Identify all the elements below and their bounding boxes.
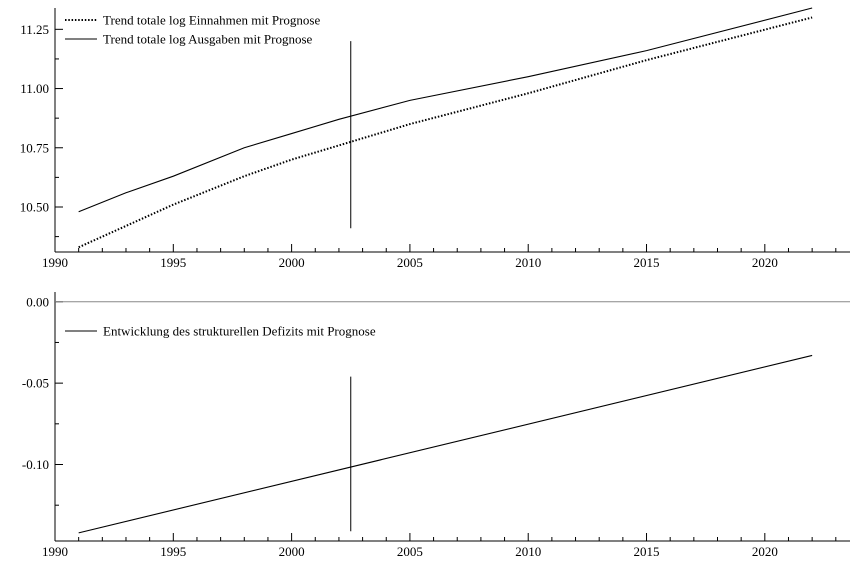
x-tick-label: 2020 xyxy=(752,544,778,559)
y-tick-label: -0.05 xyxy=(22,376,49,391)
panel-2: 1990 1995 2000 2005 2010 2015 2020 0.00 -0.05 -0.… xyxy=(22,292,850,559)
series-line-1 xyxy=(78,354,813,534)
legend-entry: Trend totale log Einnahmen mit Prognose xyxy=(103,13,320,28)
y-tick-label: 10.75 xyxy=(20,140,49,155)
x-tick-label: 2010 xyxy=(515,255,541,270)
x-tick-label: 2020 xyxy=(752,255,778,270)
x-tick-label: 1990 xyxy=(42,544,68,559)
y-tick-label: 0.00 xyxy=(26,294,49,309)
legend-entry: Entwicklung des strukturellen Defizits m… xyxy=(103,324,376,339)
x-tick-label: 2005 xyxy=(397,544,423,559)
y-tick-label: 11.25 xyxy=(20,22,49,37)
x-tick-label: 1990 xyxy=(42,255,68,270)
series-line-1 xyxy=(78,16,813,249)
y-tick-label: 10.50 xyxy=(20,199,49,214)
x-tick-label: 2000 xyxy=(279,255,305,270)
y-tick-label: 11.00 xyxy=(20,81,49,96)
x-tick-label: 1995 xyxy=(160,544,186,559)
x-tick-label: 2000 xyxy=(279,544,305,559)
x-tick-label: 2015 xyxy=(634,255,660,270)
x-tick-label: 1995 xyxy=(160,255,186,270)
x-tick-label: 2005 xyxy=(397,255,423,270)
legend-entry: Trend totale log Ausgaben mit Prognose xyxy=(103,32,313,47)
panel-1: 1990 1995 2000 2005 2010 2015 2020 10.50 10.75 11… xyxy=(20,7,850,270)
y-tick-label: -0.10 xyxy=(22,457,49,472)
x-tick-label: 2015 xyxy=(634,544,660,559)
series-line-2 xyxy=(78,7,813,213)
x-tick-label: 2010 xyxy=(515,544,541,559)
